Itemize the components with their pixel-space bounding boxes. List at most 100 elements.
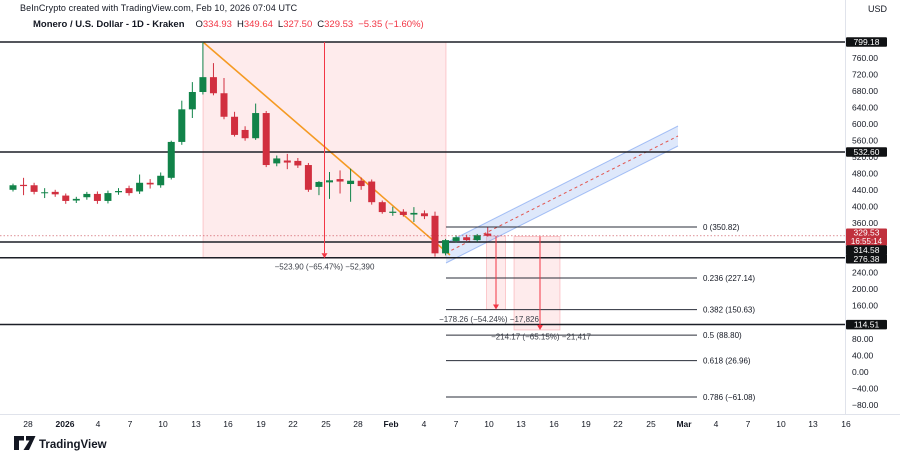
candle-up [104, 193, 112, 201]
price-tag-value: 329.53 [854, 228, 880, 238]
candle-up [157, 175, 165, 186]
time-tick-label: 25 [321, 419, 331, 429]
measurement-zones [202, 41, 561, 331]
open-value: 334.93 [202, 19, 232, 30]
time-tick-label: 10 [776, 419, 786, 429]
price-tick-label: −40.00 [852, 383, 879, 393]
candle-up [199, 77, 207, 93]
price-tick-label: −80.00 [852, 400, 879, 410]
fib-label: 0.236 (227.14) [703, 274, 755, 283]
open-label: O [195, 19, 203, 30]
time-axis[interactable]: 28 2026 4 7 10 13 16 19 22 25 28 Feb 4 7 10 13 16 19 22 25 M… [0, 414, 900, 430]
measurement-label: −523.90 (−65.47%) −52,390 [275, 263, 375, 272]
price-tick-label: 680.00 [852, 86, 878, 96]
time-tick-label: 4 [714, 419, 719, 429]
candle-down [304, 165, 312, 190]
candle-down [125, 188, 133, 194]
time-tick-label: 10 [158, 419, 168, 429]
tradingview-mark-icon [23, 436, 36, 450]
candle-up [136, 182, 144, 192]
tradingview-logo-text: TradingView [39, 439, 107, 451]
symbol-info-bar[interactable]: Monero / U.S. Dollar - 1D - Kraken O334.9… [33, 19, 424, 30]
downtrend-line[interactable] [202, 41, 451, 256]
time-tick-label: Mar [676, 419, 692, 429]
candle-down [431, 215, 439, 254]
arrow-down-icon [537, 325, 543, 330]
time-tick-label: 28 [23, 419, 33, 429]
channel-lower-line [445, 145, 679, 264]
candle-down [262, 113, 270, 166]
fib-label: 0.5 (88.80) [703, 331, 742, 340]
price-tag [846, 254, 887, 264]
currency-label: USD [867, 4, 887, 14]
price-tag [846, 228, 887, 246]
candle-up [72, 198, 80, 201]
candle-up [9, 185, 17, 190]
price-tick-label: 360.00 [852, 218, 878, 228]
time-tick-label: 16 [549, 419, 559, 429]
price-tick-label: 160.00 [852, 301, 878, 311]
tradingview-logo[interactable]: TradingView [14, 436, 107, 451]
time-tick-label: 28 [353, 419, 363, 429]
price-tag-value: 799.18 [854, 37, 880, 47]
candle-up [167, 141, 175, 178]
time-tick-label: 13 [808, 419, 818, 429]
candle-down [357, 180, 365, 187]
close-label: C [317, 19, 325, 30]
low-value: 327.50 [283, 19, 313, 30]
time-tick-label: 16 [223, 419, 233, 429]
price-tick-label: 760.00 [852, 53, 878, 63]
close-value: 329.53 [324, 19, 354, 30]
candle-down [62, 195, 70, 201]
time-tick-label: 7 [454, 419, 459, 429]
price-tick-label: 240.00 [852, 268, 878, 278]
price-tick-label: 40.00 [852, 350, 874, 360]
price-tick-label: 80.00 [852, 334, 874, 344]
candle-down [51, 191, 59, 195]
time-tick-label: 13 [516, 419, 526, 429]
candle-up [273, 158, 281, 164]
candle-down [209, 77, 217, 94]
change-value: −5.35 (−1.60%) [358, 19, 424, 30]
price-tick-label: 480.00 [852, 169, 878, 179]
candle-down [146, 182, 154, 185]
candle-down [336, 179, 344, 182]
candle-down [241, 129, 249, 139]
candle-down [93, 193, 101, 201]
candle-up [347, 180, 355, 185]
price-tag [846, 245, 887, 255]
attribution-text: BeInCrypto created with TradingView.com,… [20, 3, 298, 13]
candle-up [326, 180, 333, 183]
time-tick-label: 25 [646, 419, 656, 429]
candle-up [442, 240, 450, 254]
candle-down [20, 184, 28, 187]
candle-up [115, 191, 122, 193]
candle-down [368, 181, 376, 203]
measurement-label: −214.17 (−65.15%) −21,417 [491, 333, 591, 342]
candle-up [41, 192, 49, 194]
price-axis[interactable]: 760.00 720.00 680.00 640.00 600.00 560.00 520.… [845, 0, 888, 414]
arrow-down-icon [321, 253, 328, 259]
candle-down [220, 93, 228, 117]
symbol-title: Monero / U.S. Dollar - 1D - Kraken [33, 19, 185, 30]
price-tick-label: 200.00 [852, 284, 878, 294]
candle-up [473, 235, 481, 241]
candle-up [389, 211, 397, 213]
fib-retracement[interactable]: 0 (350.82) 0.236 (227.14) 0.382 (150.63) 0.… [446, 223, 756, 402]
fib-label: 0.618 (26.96) [703, 356, 751, 365]
candle-up [452, 237, 460, 241]
time-tick-label: 19 [256, 419, 266, 429]
price-tick-label: 560.00 [852, 136, 878, 146]
candle-up [252, 113, 260, 139]
price-tag-value: 114.51 [854, 320, 880, 330]
trendline[interactable] [202, 41, 451, 256]
time-tick-label: 19 [581, 419, 591, 429]
candle-up [83, 193, 91, 198]
time-tick-label: 10 [484, 419, 494, 429]
time-tick-label: 7 [746, 419, 751, 429]
arrow-down-icon [493, 304, 499, 310]
parallel-channel[interactable] [445, 125, 679, 264]
candle-down [231, 116, 239, 135]
price-tick-label: 520.00 [852, 152, 878, 162]
